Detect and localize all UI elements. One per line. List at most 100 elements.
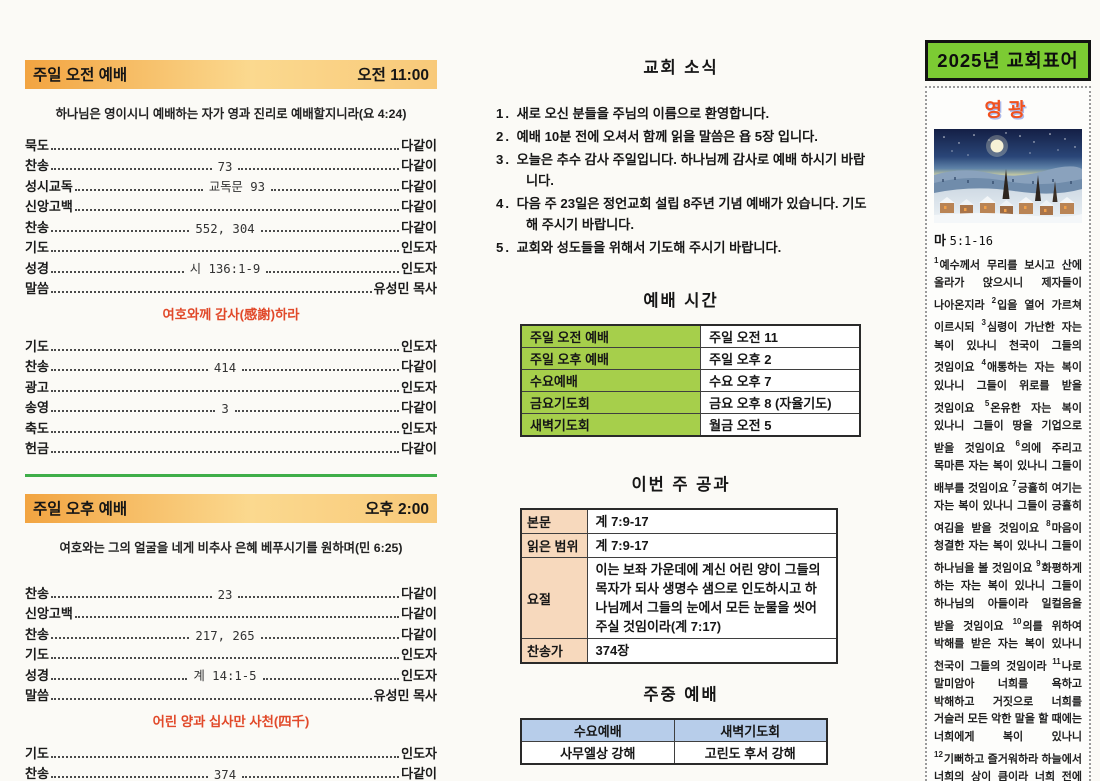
table-key-cell: 요절: [520, 557, 588, 639]
dotted-leader: [50, 776, 208, 778]
order-item-label: 기도: [25, 745, 49, 761]
order-item-value: 414: [213, 361, 237, 375]
dotted-leader: [74, 188, 203, 191]
order-item-performer: 인도자: [401, 667, 438, 683]
table-value-cell: 374장: [586, 638, 838, 664]
scripture-segment: 온유한 자는 복이 있나니 그들이 땅을 기업으로 받을 것임이요: [934, 402, 1082, 455]
verse-number: 2: [991, 296, 997, 306]
table-row: 본문 계 7:9-17: [520, 508, 838, 534]
order-row: 묵도 다같이: [25, 133, 437, 154]
order-row: 기도 인도자: [25, 643, 437, 664]
sermon-title: 어린 양과 십사만 사천(四千): [152, 714, 310, 729]
news-item: 3. 오늘은 추수 감사 주일입니다. 하나님께 감사로 예배 하시기 바랍니다…: [496, 152, 866, 188]
dotted-leader: [50, 410, 216, 412]
weekday-services-table: 수요예배 새벽기도회 사무엘상 강해 고린도 후서 강해: [520, 718, 828, 765]
verse-number: 4: [981, 358, 986, 368]
dotted-leader: [50, 755, 400, 758]
order-item-performer: 다같이: [401, 585, 437, 601]
scripture-segment: 입을 열어 가르쳐 이르시되: [934, 299, 1083, 335]
scripture-segment: 마음이 청결한 자는 복이 있나니 그들이 하나님을 볼 것임이요: [934, 522, 1082, 575]
table-row: 수요예배 수요 오후 7: [520, 369, 861, 392]
dotted-leader: [50, 348, 400, 351]
verse-number: 10: [1012, 616, 1022, 626]
scripture-book: 마: [934, 233, 946, 248]
verse-number: 11: [1052, 656, 1061, 666]
table-header-cell: 수요예배: [520, 718, 675, 742]
table-key-cell: 찬송가: [520, 638, 588, 664]
dotted-leader: [238, 595, 400, 598]
section-time: 오전 11:00: [357, 67, 429, 84]
order-item-label: 묵도: [25, 137, 49, 153]
worship-order-column: 주일 오전 예배 오전 11:00 하나님은 영이시니 예배하는 자가 영과 진…: [25, 60, 437, 781]
scripture-segment: 심령이 가난한 자는 복이 있나니 천국이 그들의 것임이요: [934, 322, 1082, 375]
order-item-label: 성경: [25, 260, 49, 276]
order-list: 기도 인도자 찬송 414 다같이 광고 인도자 송영 3 다같이 축도 인도자 헌금 다같이: [25, 334, 437, 457]
table-row: 요절 이는 보좌 가운데에 계신 어린 양이 그들의 목자가 되사 생명수 샘으로…: [520, 557, 838, 639]
news-item-number: 4.: [496, 196, 517, 211]
order-item-performer: 인도자: [401, 420, 437, 436]
order-item-performer: 다같이: [401, 400, 437, 415]
section-header-afternoon: 주일 오후 예배 오후 2:00: [25, 494, 437, 523]
scripture-segment: 예수께서 무리를 보시고 산에 올라가 앉으시니 제자들이 나아온지라: [934, 259, 1082, 312]
church-spires: [1002, 169, 1058, 202]
motto-header: 2025년 교회표어: [925, 40, 1091, 81]
section-divider: [25, 474, 437, 477]
dotted-leader: [271, 188, 400, 191]
winter-night-village-image: [934, 129, 1082, 223]
order-row: 기도 인도자: [25, 334, 437, 355]
order-item-performer: 다같이: [401, 766, 437, 781]
table-value-cell: 주일 오후 2: [700, 347, 861, 370]
order-item-value: 계 14:1-5: [193, 668, 257, 683]
dotted-leader: [50, 677, 188, 680]
dotted-leader: [50, 369, 208, 371]
sermon-title: 여호와께 감사(感謝)하라: [162, 307, 300, 322]
table-key-cell: 수요예배: [520, 369, 702, 392]
verse-number: 3: [981, 318, 986, 328]
scripture-text: 1예수께서 무리를 보시고 산에 올라가 앉으시니 제자들이 나아온지라 2입을…: [934, 253, 1082, 781]
table-key-cell: 금요기도회: [520, 391, 702, 414]
order-item-label: 찬송: [25, 585, 49, 601]
news-item: 2. 예배 10분 전에 오셔서 함께 읽을 말씀은 욥 5장 입니다.: [496, 129, 818, 144]
table-row: 찬송가 374장: [520, 638, 838, 664]
section-time: 오후 2:00: [365, 501, 429, 518]
table-value-cell: 금요 오후 8 (자율기도): [700, 391, 861, 414]
order-row: 기도 인도자: [25, 236, 437, 257]
dotted-leader: [74, 209, 400, 211]
order-item-label: 말씀: [25, 688, 49, 703]
table-row: 사무엘상 강해 고린도 후서 강해: [520, 741, 828, 765]
order-row: 찬송 73 다같이: [25, 154, 437, 174]
section-title: 주일 오전 예배: [33, 67, 128, 84]
table-row: 주일 오전 예배 주일 오전 11: [520, 324, 861, 348]
order-item-label: 신앙고백: [25, 606, 73, 621]
order-item-performer: 인도자: [401, 647, 437, 662]
weekday-title: 주중 예배: [643, 686, 719, 704]
table-key-cell: 주일 오전 예배: [520, 324, 702, 348]
dotted-leader: [260, 636, 400, 639]
order-item-label: 찬송: [25, 158, 49, 173]
scripture-range: 5:1-16: [949, 234, 993, 248]
order-item-performer: 유성민 목사: [373, 281, 437, 296]
order-item-performer: 다같이: [401, 441, 437, 456]
table-value-cell: 수요 오후 7: [700, 369, 861, 392]
order-item-value: 73: [217, 160, 233, 174]
news-item: 5. 교회와 성도들을 위해서 기도해 주시기 바랍니다.: [496, 240, 782, 255]
afternoon-service-section: 주일 오후 예배 오후 2:00 여호와는 그의 얼굴을 네게 비추사 은혜 베…: [25, 494, 437, 781]
scripture-segment: 애통하는 자는 복이 있나니 그들이 위로를 받을 것임이요: [934, 362, 1082, 415]
dotted-leader: [238, 168, 400, 170]
section-header-morning: 주일 오전 예배 오전 11:00: [25, 60, 437, 89]
order-row: 찬송 552, 304 다같이: [25, 215, 437, 236]
order-row: 광고 인도자: [25, 375, 437, 396]
dotted-leader: [266, 270, 400, 273]
order-item-value: 교독문 93: [208, 179, 266, 194]
order-item-performer: 인도자: [401, 338, 437, 354]
order-item-label: 기도: [25, 647, 49, 662]
table-key-cell: 새벽기도회: [520, 413, 702, 437]
dotted-leader: [50, 147, 400, 150]
scripture-segment: 의를 위하여 박해를 받은 자는 복이 있나니 천국이 그들의 것임이라: [934, 620, 1082, 673]
order-item-performer: 다같이: [401, 359, 437, 374]
news-item: 4. 다음 주 23일은 정언교회 설립 8주년 기념 예배가 있습니다. 기도…: [496, 196, 867, 232]
order-item-value: 217, 265: [195, 628, 255, 643]
motto-word: 영광: [984, 100, 1032, 121]
dotted-leader: [50, 291, 372, 293]
